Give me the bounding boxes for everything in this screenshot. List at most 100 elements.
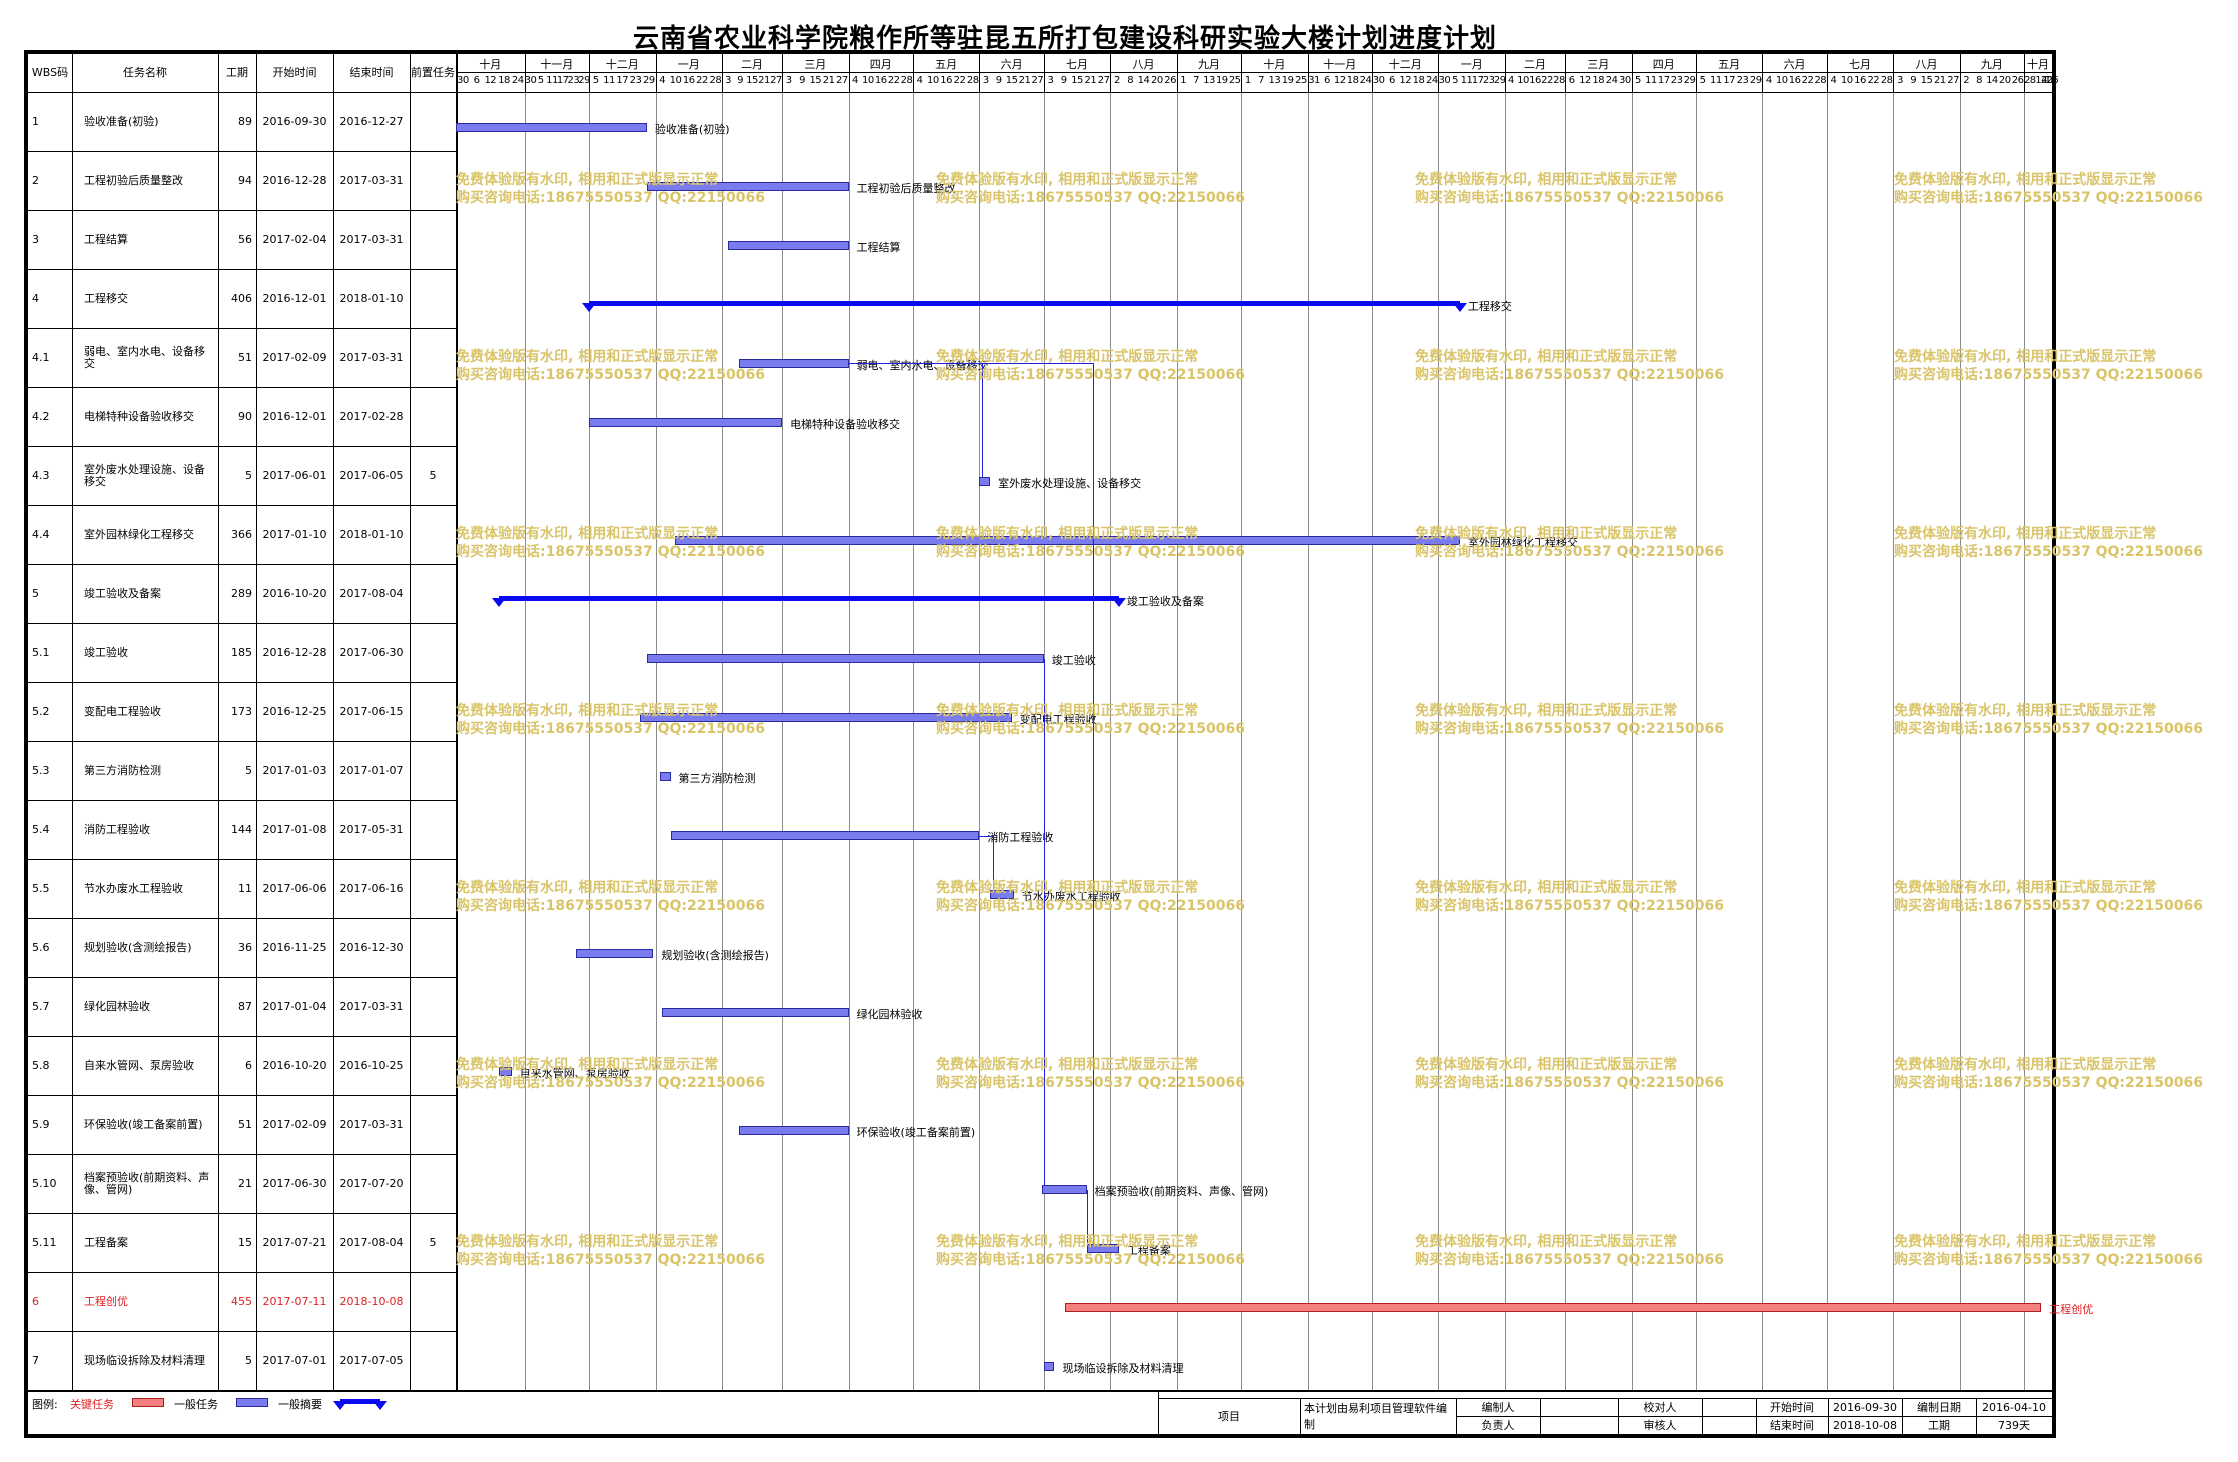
dependency-link (1086, 1189, 1088, 1244)
task-bar[interactable] (1043, 1361, 1055, 1371)
day-tick-label: 21 (822, 75, 835, 86)
day-tick-label: 13 (1268, 75, 1281, 86)
bar-label: 工程结算 (856, 240, 901, 254)
legend-label: 图例: (32, 1398, 58, 1411)
table-row-border (28, 741, 456, 742)
task-start-cell: 2016-12-28 (262, 645, 327, 659)
watermark-line: 免费体验版有水印, 相用和正式版显示正常 (1415, 526, 1678, 542)
task-bar[interactable] (646, 653, 1044, 663)
month-gridline (1826, 92, 1828, 1390)
task-start-cell: 2017-02-09 (262, 350, 327, 364)
gantt-frame: WBS码 任务名称 工期 开始时间 结束时间 前置任务 十月 30 6 12 18 24 十一月 30 5 1… (24, 50, 2203, 1438)
critical-task-bar[interactable] (1065, 1302, 2042, 1312)
task-pred-cell (414, 682, 452, 741)
task-pred-cell (414, 977, 452, 1036)
day-tick-label: 2 (2024, 75, 2030, 86)
month-label: 十月 (479, 58, 502, 71)
task-pred-cell (414, 1095, 452, 1154)
month-divider (1110, 54, 1112, 92)
month-gridline (1504, 92, 1506, 1390)
day-tick-label: 10 (927, 75, 939, 86)
day-tick-label: 23 (1736, 75, 1749, 86)
day-tick-label: 12 (1399, 75, 1412, 86)
watermark-line: 购买咨询电话:18675550537 QQ:22150066 (1894, 721, 2203, 737)
summary-bar[interactable] (589, 300, 1460, 306)
watermark-line: 购买咨询电话:18675550537 QQ:22150066 (456, 367, 765, 383)
task-bar[interactable] (589, 417, 783, 427)
task-name-cell: 环保验收(竣工备案前置) (84, 1117, 203, 1131)
task-bar[interactable] (739, 1125, 849, 1135)
watermark-line: 免费体验版有水印, 相用和正式版显示正常 (1894, 526, 2157, 542)
month-divider (979, 54, 981, 92)
task-end-cell: 2017-03-31 (339, 232, 404, 246)
task-duration-cell: 5 (245, 763, 252, 777)
watermark-text: 免费体验版有水印, 相用和正式版显示正常 购买咨询电话:18675550537 Q… (1894, 525, 2203, 561)
task-bar[interactable] (670, 830, 980, 840)
table-row-border (28, 210, 456, 211)
task-bar[interactable] (728, 240, 849, 250)
watermark-line: 免费体验版有水印, 相用和正式版显示正常 (1894, 880, 2157, 896)
task-bar[interactable] (1086, 1243, 1119, 1253)
day-tick-label: 16 (940, 75, 953, 86)
day-tick-label: 10 (1775, 75, 1788, 86)
day-tick-label: 10 (669, 75, 682, 86)
summary-bar[interactable] (498, 595, 1119, 601)
header-month-divider (456, 72, 2052, 73)
task-start-cell: 2017-06-01 (262, 468, 327, 482)
bar-label: 消防工程验收 (987, 830, 1054, 844)
task-bar[interactable] (739, 358, 849, 368)
month-gridline (1110, 92, 1112, 1390)
table-row-border (28, 1331, 456, 1332)
task-bar[interactable] (456, 122, 647, 132)
task-pred-cell (414, 505, 452, 564)
watermark-text: 免费体验版有水印, 相用和正式版显示正常 购买咨询电话:18675550537 Q… (936, 879, 1245, 915)
month-label: 十月 (1263, 58, 1286, 71)
footer-made-value: 2016-04-10 (1982, 1400, 2046, 1414)
header-bottom-border (28, 92, 2052, 93)
watermark-line: 免费体验版有水印, 相用和正式版显示正常 (456, 1057, 719, 1073)
day-tick-label: 1 (2044, 75, 2051, 86)
task-duration-cell: 11 (238, 881, 252, 895)
month-gridline (2024, 92, 2026, 1390)
day-tick-label: 4 (916, 75, 923, 86)
month-divider (1959, 54, 1961, 92)
task-duration-cell: 406 (231, 291, 252, 305)
month-gridline (1176, 92, 1178, 1390)
task-bar[interactable] (661, 1007, 849, 1017)
month-gridline (722, 92, 723, 1390)
task-bar[interactable] (576, 948, 654, 958)
day-tick-label: 3 (982, 75, 989, 86)
day-tick-label: 3 (1047, 75, 1054, 86)
column-header-wbs: WBS码 (31, 66, 69, 79)
day-tick-label: 6 (1323, 75, 1330, 86)
task-bar[interactable] (1041, 1184, 1087, 1194)
watermark-line: 免费体验版有水印, 相用和正式版显示正常 (1894, 349, 2157, 365)
day-tick-label: 12 (1333, 75, 1346, 86)
task-bar[interactable] (990, 889, 1014, 899)
month-label: 二月 (1524, 58, 1546, 71)
month-gridline (1762, 92, 1764, 1390)
task-pred-cell (414, 1154, 452, 1213)
watermark-line: 购买咨询电话:18675550537 QQ:22150066 (1894, 190, 2203, 206)
task-duration-cell: 6 (245, 1058, 252, 1072)
watermark-line: 免费体验版有水印, 相用和正式版显示正常 (1415, 1057, 1678, 1073)
task-bar[interactable] (659, 771, 671, 781)
task-end-cell: 2016-10-25 (339, 1058, 404, 1072)
day-tick-label: 25 (1295, 75, 1307, 86)
task-start-cell: 2017-06-06 (262, 881, 327, 895)
task-bar[interactable] (674, 535, 1460, 545)
day-tick-label: 17 (616, 75, 629, 86)
task-bar[interactable] (979, 476, 991, 486)
task-bar[interactable] (640, 712, 1012, 722)
footer-reviewer-label: 审核人 (1643, 1419, 1677, 1432)
task-bar[interactable] (646, 181, 849, 191)
task-bar[interactable] (498, 1066, 512, 1076)
day-tick-label: 5 (537, 75, 544, 86)
table-row-border (28, 859, 456, 860)
bar-label: 电梯特种设备验收移交 (790, 417, 901, 431)
task-start-cell: 2016-10-20 (262, 1058, 327, 1072)
task-pred-cell (414, 800, 452, 859)
table-row-border (28, 505, 456, 506)
month-label: 四月 (869, 58, 892, 71)
day-tick-label: 5 (1699, 75, 1706, 86)
